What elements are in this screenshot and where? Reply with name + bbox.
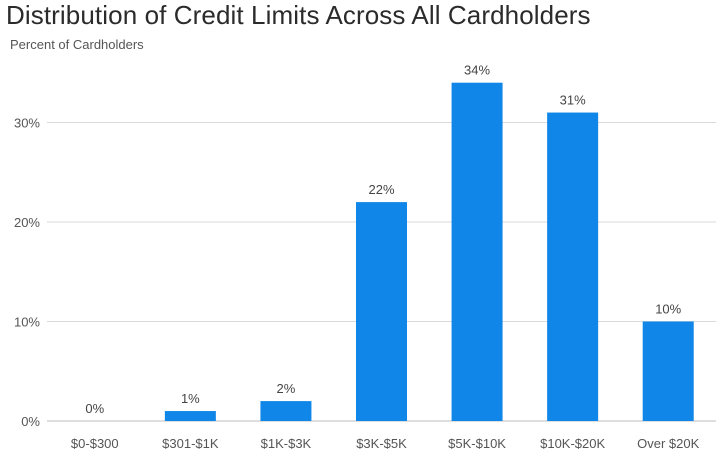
- data-label: 2%: [277, 381, 296, 396]
- y-tick-label: 0%: [21, 414, 40, 429]
- bar: [356, 202, 407, 421]
- y-tick-label: 20%: [14, 215, 40, 230]
- bar: [451, 82, 503, 421]
- x-tick-label: $301-$1K: [162, 436, 219, 451]
- x-tick-label: $3K-$5K: [356, 436, 407, 451]
- x-tick-label: Over $20K: [637, 436, 699, 451]
- chart-title: Distribution of Credit Limits Across All…: [6, 0, 591, 30]
- bar: [260, 401, 312, 421]
- y-axis-title: Percent of Cardholders: [10, 37, 144, 52]
- x-tick-label: $1K-$3K: [261, 436, 312, 451]
- y-tick-label: 30%: [14, 116, 40, 131]
- y-tick-label: 10%: [14, 315, 40, 330]
- data-label: 22%: [368, 182, 394, 197]
- bar: [164, 411, 216, 421]
- x-tick-label: $0-$300: [71, 436, 119, 451]
- data-label: 34%: [464, 63, 490, 78]
- x-tick-label: $5K-$10K: [448, 436, 506, 451]
- bar: [642, 321, 694, 421]
- data-label: 31%: [560, 93, 586, 108]
- bar: [547, 112, 599, 422]
- data-label: 1%: [181, 391, 200, 406]
- data-label: 0%: [85, 401, 104, 416]
- data-label: 10%: [655, 302, 681, 317]
- x-tick-label: $10K-$20K: [540, 436, 605, 451]
